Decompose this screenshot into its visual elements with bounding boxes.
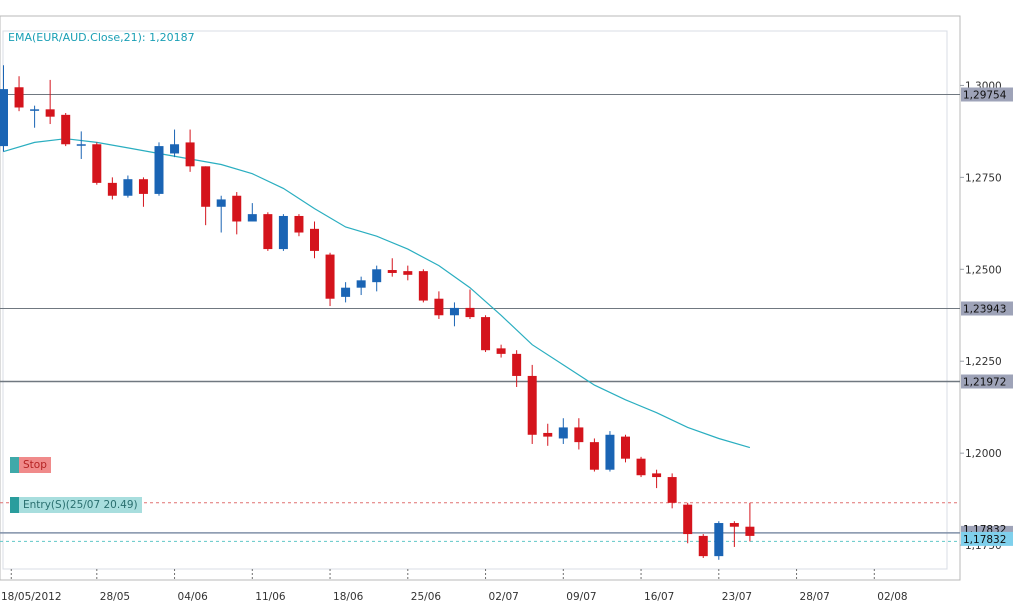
entry-label: Entry(S)(25/07 20.49) — [19, 497, 142, 513]
candle-body — [217, 199, 226, 206]
candle-body — [683, 505, 692, 534]
bearish-candle — [263, 212, 272, 251]
x-tick-label: 11/06 — [255, 591, 286, 603]
bullish-candle — [279, 214, 288, 251]
candle-body — [730, 523, 739, 527]
candle-body — [590, 442, 599, 470]
candle-body — [637, 459, 646, 476]
stop-label: Stop — [19, 457, 51, 473]
candle-body — [357, 280, 366, 287]
bearish-candle — [621, 435, 630, 463]
candle-body — [714, 523, 723, 556]
candle-body — [61, 115, 70, 144]
candle-body — [543, 433, 552, 437]
x-tick-label: 16/07 — [644, 591, 674, 603]
candle-body — [481, 317, 490, 350]
candle-body — [170, 144, 179, 153]
candle-body — [388, 270, 397, 273]
candle-body — [745, 527, 754, 536]
candle-body — [419, 271, 428, 300]
x-tick-label: 23/07 — [722, 591, 752, 603]
bullish-candle — [605, 431, 614, 471]
candle-body — [310, 229, 319, 251]
candle-body — [528, 376, 537, 435]
candle-body — [46, 109, 55, 116]
candle-body — [123, 179, 132, 196]
candle-body — [652, 473, 661, 477]
candle-body — [155, 146, 164, 194]
x-tick-label: 28/05 — [100, 591, 130, 603]
stop-order-tag[interactable]: Stop — [10, 457, 51, 473]
y-tick-label: 1,2000 — [965, 448, 1002, 460]
candle-body — [77, 144, 86, 146]
bearish-candle — [637, 457, 646, 477]
bearish-candle — [61, 113, 70, 146]
candle-body — [263, 214, 272, 249]
candle-body — [92, 144, 101, 183]
stop-handle-icon[interactable] — [10, 457, 19, 473]
candle-body — [294, 216, 303, 233]
current-price-label: 1,17832 — [963, 534, 1006, 546]
candle-body — [248, 214, 257, 221]
entry-order-tag[interactable]: Entry(S)(25/07 20.49) — [10, 497, 142, 513]
candle-body — [466, 308, 475, 317]
price-level-label: 1,29754 — [963, 90, 1007, 102]
bearish-candle — [326, 253, 335, 306]
price-tags: 1,297541,239431,219721,178321,17832 — [961, 88, 1013, 546]
candle-body — [201, 166, 210, 206]
candle-body — [139, 179, 148, 194]
y-tick-label: 1,2500 — [965, 264, 1002, 276]
x-tick-label: 04/06 — [178, 591, 209, 603]
candle-body — [434, 299, 443, 316]
ema-legend-label: EMA(EUR/AUD.Close,21): 1,20187 — [8, 31, 195, 44]
bullish-candle — [155, 142, 164, 195]
candle-body — [372, 269, 381, 282]
bullish-candle — [714, 521, 723, 560]
candle-body — [0, 89, 8, 146]
x-tick-label: 02/07 — [489, 591, 519, 603]
y-tick-label: 1,2250 — [965, 356, 1002, 368]
x-tick-label: 02/08 — [877, 591, 907, 603]
candle-body — [15, 87, 24, 107]
candle-body — [326, 255, 335, 299]
candle-body — [341, 288, 350, 297]
candle-body — [450, 308, 459, 315]
candle-body — [30, 109, 39, 111]
candle-body — [699, 536, 708, 556]
candle-body — [621, 437, 630, 459]
bearish-candle — [590, 438, 599, 471]
price-level-label: 1,23943 — [963, 304, 1006, 316]
entry-handle-icon[interactable] — [10, 497, 19, 513]
bearish-candle — [419, 269, 428, 302]
bearish-candle — [481, 315, 490, 352]
x-tick-label: 18/05/2012 — [1, 591, 62, 603]
candle-body — [403, 271, 412, 275]
candle-body — [512, 354, 521, 376]
candle-body — [559, 427, 568, 438]
bearish-candle — [699, 534, 708, 558]
candle-body — [497, 348, 506, 354]
candle-body — [668, 477, 677, 503]
y-tick-label: 1,2750 — [965, 172, 1002, 184]
chart-frame — [0, 16, 960, 580]
x-tick-label: 09/07 — [566, 591, 596, 603]
candle-body — [279, 216, 288, 249]
price-level-label: 1,21972 — [963, 377, 1006, 389]
x-tick-label: 18/06 — [333, 591, 364, 603]
bearish-candle — [92, 142, 101, 184]
candle-body — [605, 435, 614, 470]
x-tick-label: 25/06 — [411, 591, 442, 603]
candle-body — [232, 196, 241, 222]
candle-body — [108, 183, 117, 196]
candle-body — [186, 142, 195, 166]
candle-body — [574, 427, 583, 442]
bearish-candle — [528, 365, 537, 444]
x-tick-label: 28/07 — [800, 591, 830, 603]
